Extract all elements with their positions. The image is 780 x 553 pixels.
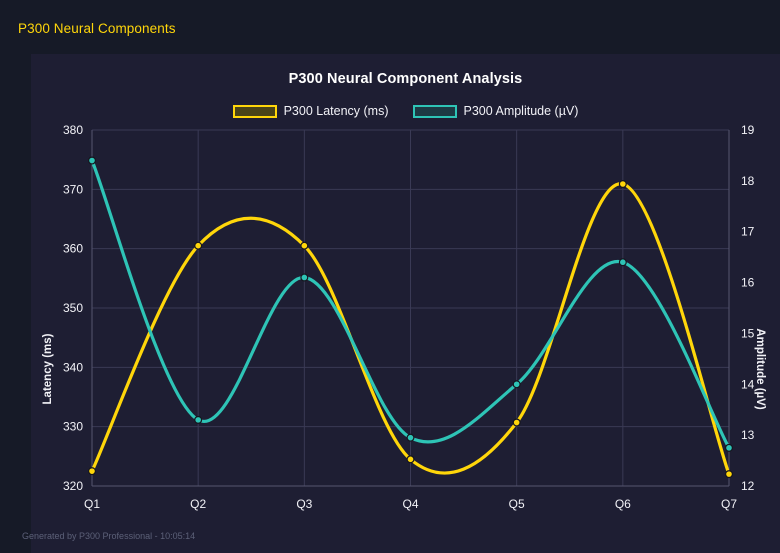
chart-panel: P300 Neural Component Analysis P300 Late… — [31, 54, 780, 553]
right-tick-label: 14 — [741, 377, 755, 391]
legend-swatch-latency — [232, 104, 277, 118]
data-point[interactable] — [406, 433, 415, 442]
chart-title: P300 Neural Component Analysis — [288, 71, 523, 87]
x-tick-label: Q4 — [402, 497, 418, 511]
right-tick-label: 18 — [741, 174, 755, 188]
axis-layer — [91, 130, 730, 487]
page-title: P300 Neural Components — [18, 21, 176, 36]
x-tick-label: Q3 — [296, 497, 312, 511]
left-tick-label: 320 — [63, 479, 83, 493]
x-tick-label: Q1 — [84, 497, 100, 511]
data-point[interactable] — [300, 241, 309, 250]
legend-item-amplitude[interactable]: P300 Amplitude (µV) — [412, 104, 579, 118]
grid-layer — [91, 129, 730, 487]
legend-label-amplitude: P300 Amplitude (µV) — [463, 104, 579, 118]
data-point[interactable] — [300, 273, 309, 282]
data-point[interactable] — [87, 156, 96, 165]
left-tick-label: 360 — [63, 242, 83, 256]
data-point[interactable] — [724, 470, 733, 479]
x-tick-label: Q5 — [509, 497, 525, 511]
left-tick-label: 350 — [63, 301, 83, 315]
footer-status: Generated by P300 Professional - 10:05:1… — [22, 531, 196, 541]
x-tick-label: Q7 — [721, 497, 737, 511]
data-point[interactable] — [512, 380, 521, 389]
data-point[interactable] — [512, 418, 521, 427]
right-tick-label: 19 — [741, 123, 755, 137]
right-tick-label: 16 — [741, 276, 755, 290]
right-tick-label: 15 — [741, 326, 755, 340]
legend-item-latency[interactable]: P300 Latency (ms) — [232, 104, 389, 118]
series-layer — [87, 156, 733, 479]
left-tick-label: 370 — [63, 182, 83, 196]
right-tick-label: 17 — [741, 225, 755, 239]
tick-label-layer: 320 330 340 350 360 370 380 12 13 14 15 16 17 18 19 Q1 Q… — [63, 123, 755, 511]
left-tick-label: 330 — [63, 420, 83, 434]
data-point[interactable] — [724, 443, 733, 452]
legend-label-latency: P300 Latency (ms) — [283, 104, 389, 118]
plot-area: 320 330 340 350 360 370 380 12 13 14 15 16 17 18 19 Q1 Q… — [31, 54, 780, 553]
data-point[interactable] — [194, 241, 203, 250]
chart-legend: P300 Latency (ms) P300 Amplitude (µV) — [31, 104, 780, 118]
data-point[interactable] — [87, 467, 96, 476]
right-axis-title: Amplitude (µV) — [754, 328, 766, 410]
left-axis-title: Latency (ms) — [42, 333, 54, 404]
left-tick-label: 380 — [63, 123, 83, 137]
chart-svg: 320 330 340 350 360 370 380 12 13 14 15 16 17 18 19 Q1 Q… — [42, 123, 766, 511]
data-point[interactable] — [194, 415, 203, 424]
left-tick-label: 340 — [63, 360, 83, 374]
data-point[interactable] — [618, 258, 627, 267]
right-tick-label: 12 — [741, 479, 755, 493]
right-tick-label: 13 — [741, 428, 755, 442]
data-point[interactable] — [618, 179, 627, 188]
data-point[interactable] — [406, 455, 415, 464]
legend-swatch-amplitude — [412, 104, 457, 118]
x-tick-label: Q2 — [190, 497, 206, 511]
x-tick-label: Q6 — [615, 497, 631, 511]
